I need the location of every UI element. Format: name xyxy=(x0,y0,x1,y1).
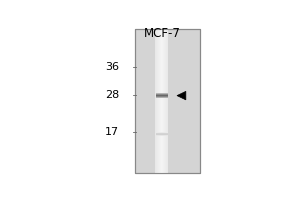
Text: 28: 28 xyxy=(105,90,119,100)
Bar xyxy=(135,29,200,173)
Bar xyxy=(135,29,200,173)
Text: MCF-7: MCF-7 xyxy=(143,27,180,40)
Text: 36: 36 xyxy=(105,62,119,72)
Text: 17: 17 xyxy=(105,127,119,137)
Polygon shape xyxy=(177,91,186,100)
